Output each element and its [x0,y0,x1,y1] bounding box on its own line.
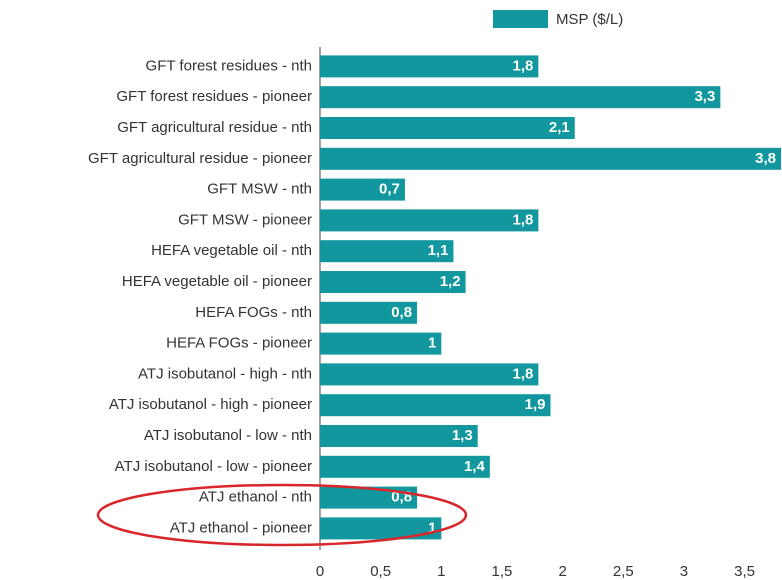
bar [320,271,466,293]
legend-swatch [493,10,548,28]
y-tick-label: ATJ isobutanol - low - nth [144,427,312,444]
value-label: 1 [428,519,436,536]
value-label: 1 [428,335,436,352]
x-tick-label: 1,5 [492,563,513,580]
y-tick-label: GFT agricultural residue - nth [117,119,312,136]
value-label: 1,9 [525,396,546,413]
bar [320,394,551,417]
bar [320,117,575,139]
value-label: 1,3 [452,427,473,444]
y-tick-label: GFT agricultural residue - pioneer [88,150,312,167]
x-tick-label: 2 [558,563,566,580]
x-tick-label: 0 [316,563,324,580]
bar [320,147,781,170]
bar [320,455,490,478]
value-label: 2,1 [549,119,570,136]
bar [320,55,539,78]
value-label: 0,7 [379,181,400,198]
y-tick-label: HEFA FOGs - pioneer [166,335,312,352]
value-label: 3,3 [694,88,715,105]
bar [320,517,442,540]
bar [320,363,539,386]
y-tick-label: ATJ isobutanol - high - pioneer [109,396,312,413]
y-tick-label: GFT MSW - pioneer [178,211,312,228]
x-tick-label: 3,5 [734,563,755,580]
value-label: 1,8 [513,365,534,382]
y-tick-label: HEFA FOGs - nth [195,304,312,321]
x-tick-label: 3 [680,563,688,580]
y-tick-label: ATJ ethanol - nth [199,489,312,506]
x-tick-label: 2,5 [613,563,634,580]
bar [320,332,442,355]
y-tick-label: GFT forest residues - pioneer [116,88,312,105]
bar [320,240,454,263]
bar [320,425,478,447]
value-label: 3,8 [755,150,776,167]
y-tick-label: ATJ ethanol - pioneer [170,519,312,536]
legend-label: MSP ($/L) [556,11,623,28]
bar [320,209,539,232]
y-tick-label: GFT MSW - nth [207,181,312,198]
value-label: 1,2 [440,273,461,290]
y-tick-label: ATJ isobutanol - high - nth [138,365,312,382]
value-label: 1,8 [513,57,534,74]
value-label: 1,8 [513,211,534,228]
x-tick-label: 0,5 [370,563,391,580]
bar [320,301,418,324]
value-label: 1,4 [464,458,486,475]
x-tick-label: 1 [437,563,445,580]
bar [320,178,405,201]
y-tick-label: HEFA vegetable oil - nth [151,242,312,259]
highlight-ellipse [96,483,468,547]
value-label: 0,8 [391,304,412,321]
y-tick-label: HEFA vegetable oil - pioneer [122,273,312,290]
bar [320,86,721,109]
y-tick-label: GFT forest residues - nth [146,57,312,74]
value-label: 1,1 [428,242,449,259]
y-tick-label: ATJ isobutanol - low - pioneer [115,458,312,475]
